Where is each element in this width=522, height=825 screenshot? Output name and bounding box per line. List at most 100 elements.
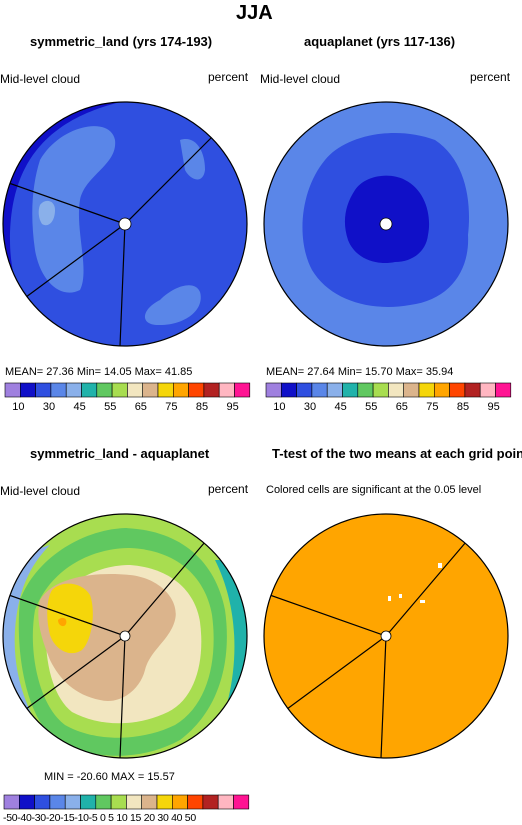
panel1-colorbar-swatch xyxy=(19,382,36,398)
diff-colorbar-labels: -50-40-30-20-15-10-5 0 5 10 15 20 30 40 … xyxy=(3,812,196,824)
panel3-land-boundary-ne xyxy=(124,541,206,637)
diff-colorbar-swatch xyxy=(217,794,234,810)
diff-colorbar-swatch xyxy=(49,794,66,810)
panel1-colorbar-swatch xyxy=(218,382,235,398)
panel1-land-boundary-sw xyxy=(21,223,126,301)
panel1-colorbar-swatch xyxy=(127,382,144,398)
diff-colorbar-swatch xyxy=(172,794,188,810)
panel2-colorbar-swatch xyxy=(296,382,313,398)
panel1-pole-marker xyxy=(118,217,132,231)
panel1-colorbar-swatch xyxy=(157,382,174,398)
panel3-yellow-spot xyxy=(47,583,93,654)
panel1-colorbar-swatch xyxy=(203,382,220,398)
panel1-land-boundary-ne xyxy=(124,137,212,225)
panel3-land-boundary-w xyxy=(3,592,126,637)
panel1-colorbar-swatch xyxy=(65,382,82,398)
panel2-colorbar-swatch xyxy=(357,382,374,398)
panel2-colorbar-swatch xyxy=(433,382,450,398)
panel2-colorbar-swatch xyxy=(265,382,282,398)
panel1-stats: MEAN= 27.36 Min= 14.05 Max= 41.85 xyxy=(5,366,193,378)
panel3-polar-map xyxy=(3,514,247,758)
panel1-colorbar-tick-label: 85 xyxy=(195,401,209,413)
panel2-colorbar-swatch xyxy=(372,382,389,398)
panel3-variable-label: Mid-level cloud xyxy=(0,484,81,498)
panel2-colorbar-swatch xyxy=(479,382,496,398)
panel4-subtitle: Colored cells are significant at the 0.0… xyxy=(266,484,482,496)
panel2-colorbar-swatch xyxy=(464,382,481,398)
panel2-colorbar-swatch xyxy=(449,382,466,398)
diff-colorbar-swatch xyxy=(80,794,97,810)
panel3-pole-marker xyxy=(119,630,131,642)
panel1-colorbar-tick-label: 45 xyxy=(73,401,86,413)
panel1-colorbar-swatch xyxy=(35,382,52,398)
panel3-land-boundary-s xyxy=(119,635,126,758)
panel1-colorbar-tick-label: 55 xyxy=(104,401,117,413)
panel3-title: symmetric_land - aquaplanet xyxy=(30,446,210,461)
panel4-nonsig-cell-2 xyxy=(388,596,391,601)
panel2-colorbar-swatch xyxy=(403,382,420,398)
panel4-pole-marker xyxy=(380,630,392,642)
panel1-colorbar-tick-label: 95 xyxy=(226,401,239,413)
panel1-light-region-south xyxy=(145,285,201,326)
panel3-land-boundary-sw xyxy=(21,635,126,713)
panel3-units-label: percent xyxy=(208,482,249,496)
panel2-title: aquaplanet (yrs 117-136) xyxy=(304,34,456,49)
panel1-colorbar-tick-label: 30 xyxy=(42,401,56,413)
panel4-land-boundary-ne xyxy=(385,541,467,637)
diff-colorbar-swatch xyxy=(34,794,51,810)
panel1-colorbar-swatch xyxy=(111,382,128,398)
panel2-colorbar-tick-label: 55 xyxy=(365,401,378,413)
panel4-land-boundary-w xyxy=(264,592,387,637)
panel2-colorbar-tick-label: 65 xyxy=(395,401,408,413)
panel4-nonsig-cell-1 xyxy=(438,563,442,568)
panel2-colorbar-tick-label: 95 xyxy=(487,401,500,413)
panel1-colorbar-tick-label: 75 xyxy=(165,401,178,413)
panel3-map-border xyxy=(2,513,248,759)
panel4-title: T-test of the two means at each grid poi… xyxy=(272,446,522,461)
panel1-lightest-spot xyxy=(38,200,55,226)
panel4-map-border xyxy=(263,513,509,759)
panel1-variable-label: Mid-level cloud xyxy=(0,72,81,86)
panel1-colorbar-tick-label: 65 xyxy=(134,401,147,413)
diff-colorbar-swatch xyxy=(141,794,158,810)
panel2-variable-label: Mid-level cloud xyxy=(260,72,341,86)
panel2-colorbar-tick-label: 10 xyxy=(273,401,286,413)
panel1-light-region-ne xyxy=(180,139,205,180)
panel1-land-boundary-s xyxy=(119,223,126,346)
diff-colorbar-swatch xyxy=(202,794,219,810)
panel3-stats: MIN = -20.60 MAX = 15.57 xyxy=(44,771,175,783)
panel2-stats: MEAN= 27.64 Min= 15.70 Max= 35.94 xyxy=(266,366,454,378)
panel2-colorbar-tick-label: 85 xyxy=(456,401,470,413)
panel1-light-region-west xyxy=(32,126,116,293)
diff-colorbar-swatch xyxy=(3,794,20,810)
diff-colorbar-swatch xyxy=(187,794,204,810)
panel2-colorbar-swatch xyxy=(495,382,512,398)
panel2-colorbar-tick-label: 45 xyxy=(334,401,347,413)
panel1-colorbar-swatch xyxy=(188,382,205,398)
diff-colorbar-swatch xyxy=(18,794,35,810)
panel2-colorbar-swatch xyxy=(388,382,404,398)
figure-title: JJA xyxy=(236,2,273,24)
panel1-colorbar-swatch xyxy=(4,382,21,398)
diff-colorbar-swatch xyxy=(156,794,173,810)
panel2-colorbar-swatch xyxy=(342,382,359,398)
panel1-map-border xyxy=(2,101,248,347)
panel4-land-boundary-sw xyxy=(282,635,387,713)
panel1-land-boundary-w xyxy=(3,180,126,225)
panel2-pole-marker xyxy=(379,217,393,231)
diff-colorbar-swatch xyxy=(126,794,143,810)
panel2-colorbar-tick-label: 30 xyxy=(303,401,317,413)
panel2-colorbar-swatch xyxy=(280,382,297,398)
panel1-units-label: percent xyxy=(208,70,249,84)
panel1-colorbar-swatch xyxy=(173,382,189,398)
diff-colorbar-swatch xyxy=(233,794,250,810)
panel2-map-border xyxy=(263,101,509,347)
diff-colorbar xyxy=(3,794,250,810)
diff-colorbar-swatch xyxy=(110,794,127,810)
panel2-colorbar-swatch xyxy=(418,382,435,398)
panel1-title: symmetric_land (yrs 174-193) xyxy=(30,34,213,49)
panel2-colorbar xyxy=(265,382,512,398)
diff-colorbar-swatch xyxy=(95,794,112,810)
panel1-colorbar xyxy=(4,382,251,398)
